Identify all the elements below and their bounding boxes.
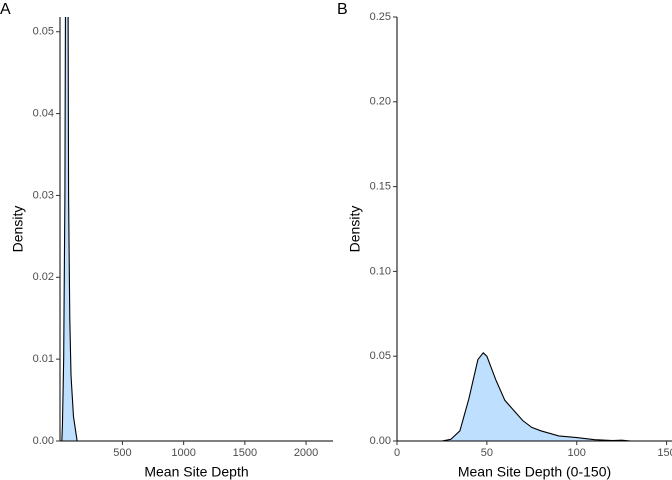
density-area xyxy=(441,352,631,441)
panel-label: A xyxy=(0,1,11,18)
density-line xyxy=(61,17,78,441)
y-tick-label: 0.00 xyxy=(370,435,391,447)
y-tick-label: 0.05 xyxy=(33,26,54,38)
y-axis-title: Density xyxy=(347,206,363,253)
y-axis-title: Density xyxy=(10,206,26,253)
y-tick-label: 0.15 xyxy=(370,181,391,193)
x-axis-title: Mean Site Depth xyxy=(144,464,248,480)
x-tick-label: 150 xyxy=(657,447,672,459)
y-tick-label: 0.00 xyxy=(33,435,54,447)
plot-area xyxy=(441,351,631,441)
density-line xyxy=(441,351,631,441)
y-tick-label: 0.01 xyxy=(33,353,54,365)
y-tick-label: 0.03 xyxy=(33,189,54,201)
x-axis-title: Mean Site Depth (0-150) xyxy=(458,464,611,480)
density-area xyxy=(61,17,78,441)
y-tick-label: 0.04 xyxy=(33,107,54,119)
x-tick-label: 500 xyxy=(113,447,131,459)
x-tick-label: 0 xyxy=(394,447,400,459)
x-tick-label: 1500 xyxy=(233,447,257,459)
x-tick-label: 100 xyxy=(568,447,586,459)
x-tick-label: 1000 xyxy=(171,447,195,459)
y-tick-label: 0.25 xyxy=(370,11,391,23)
x-tick-label: 50 xyxy=(481,447,493,459)
y-tick-label: 0.20 xyxy=(370,96,391,108)
y-tick-label: 0.02 xyxy=(33,271,54,283)
panel-label: B xyxy=(337,1,348,18)
y-tick-label: 0.10 xyxy=(370,265,391,277)
plot-area xyxy=(61,17,78,441)
y-tick-label: 0.05 xyxy=(370,350,391,362)
x-tick-label: 2000 xyxy=(294,447,318,459)
